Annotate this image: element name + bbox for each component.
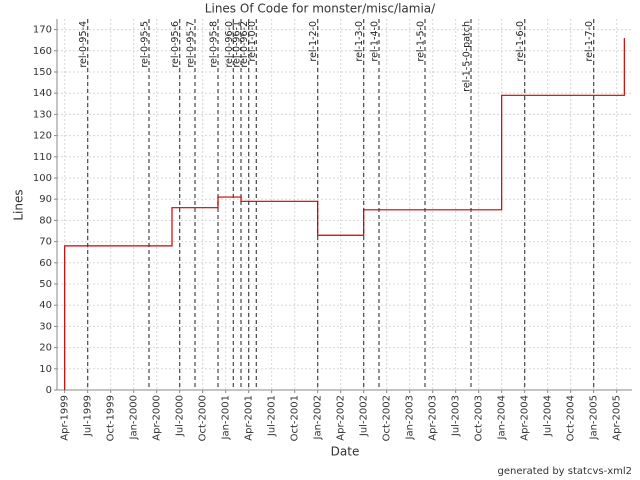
x-tick-label: Jan-2000	[129, 395, 140, 440]
release-label: rel-0-96-1	[232, 21, 243, 68]
release-label: rel-0-95-8	[209, 21, 220, 68]
x-tick-label: Oct-2003	[474, 395, 485, 441]
y-tick-label: 70	[39, 237, 52, 248]
release-label: rel-1-0-0	[247, 21, 258, 62]
x-tick-label: Jul-2004	[543, 395, 554, 437]
y-tick-label: 110	[33, 152, 52, 163]
y-tick-label: 40	[39, 300, 52, 311]
x-tick-label: Jan-2004	[497, 395, 508, 440]
x-tick-label: Jan-2001	[221, 395, 232, 440]
y-tick-label: 10	[39, 364, 52, 375]
x-tick-label: Jul-1999	[83, 395, 94, 437]
y-tick-label: 0	[46, 385, 52, 396]
x-tick-label: Jan-2002	[313, 395, 324, 440]
x-tick-label: Apr-2003	[428, 395, 439, 441]
x-tick-label: Jul-2002	[359, 395, 370, 437]
x-tick-label: Jul-2000	[175, 395, 186, 437]
y-tick-label: 60	[39, 258, 52, 269]
x-tick-label: Oct-2000	[198, 395, 209, 441]
release-label: rel-0-96-0	[224, 21, 235, 68]
release-label: rel-1-5-0	[416, 21, 427, 62]
x-tick-label: Jul-2003	[451, 395, 462, 437]
release-label: rel-1-7-0	[584, 21, 595, 62]
x-tick-label: Apr-2000	[152, 395, 163, 441]
x-tick-label: Apr-2005	[612, 395, 623, 441]
y-tick-label: 120	[33, 131, 52, 142]
y-tick-label: 90	[39, 194, 52, 205]
release-label: rel-0-95-7	[186, 21, 197, 68]
y-tick-label: 160	[33, 46, 52, 57]
x-tick-label: Apr-2004	[520, 395, 531, 441]
x-tick-label: Jul-2001	[267, 395, 278, 437]
release-label: rel-0-95-5	[140, 21, 151, 68]
y-tick-label: 100	[33, 173, 52, 184]
release-label: rel-1-3-0	[354, 21, 365, 62]
x-tick-label: Jan-2005	[589, 395, 600, 440]
release-label: rel-1-6-0	[515, 21, 526, 62]
y-tick-label: 30	[39, 321, 52, 332]
x-tick-label: Apr-2002	[336, 395, 347, 441]
y-tick-label: 130	[33, 109, 52, 120]
y-tick-label: 80	[39, 215, 52, 226]
x-tick-label: Oct-2001	[290, 395, 301, 441]
release-label: rel-1-5-0-patch	[462, 21, 473, 92]
release-label: rel-1-4-0	[370, 21, 381, 62]
y-tick-label: 150	[33, 67, 52, 78]
release-label: rel-0-95-6	[170, 21, 181, 68]
y-tick-label: 20	[39, 343, 52, 354]
release-label: rel-0-95-4	[78, 21, 89, 68]
plot-area	[57, 19, 632, 390]
x-tick-label: Jan-2003	[405, 395, 416, 440]
x-axis-title: Date	[331, 445, 360, 459]
release-label: rel-0-96-2	[239, 21, 250, 68]
y-tick-label: 140	[33, 88, 52, 99]
chart-title: Lines Of Code for monster/misc/lamia/	[205, 2, 436, 16]
x-tick-label: Oct-2004	[566, 395, 577, 441]
x-tick-label: Apr-2001	[244, 395, 255, 441]
y-tick-label: 50	[39, 279, 52, 290]
footer: generated by statcvs-xml2	[498, 466, 633, 477]
y-tick-label: 170	[33, 25, 52, 36]
release-label: rel-1-2-0	[308, 21, 319, 62]
y-axis-title: Lines	[12, 189, 26, 220]
x-tick-label: Apr-1999	[60, 395, 71, 441]
x-tick-label: Oct-1999	[106, 395, 117, 441]
loc-line	[64, 38, 625, 390]
x-tick-label: Oct-2002	[382, 395, 393, 441]
